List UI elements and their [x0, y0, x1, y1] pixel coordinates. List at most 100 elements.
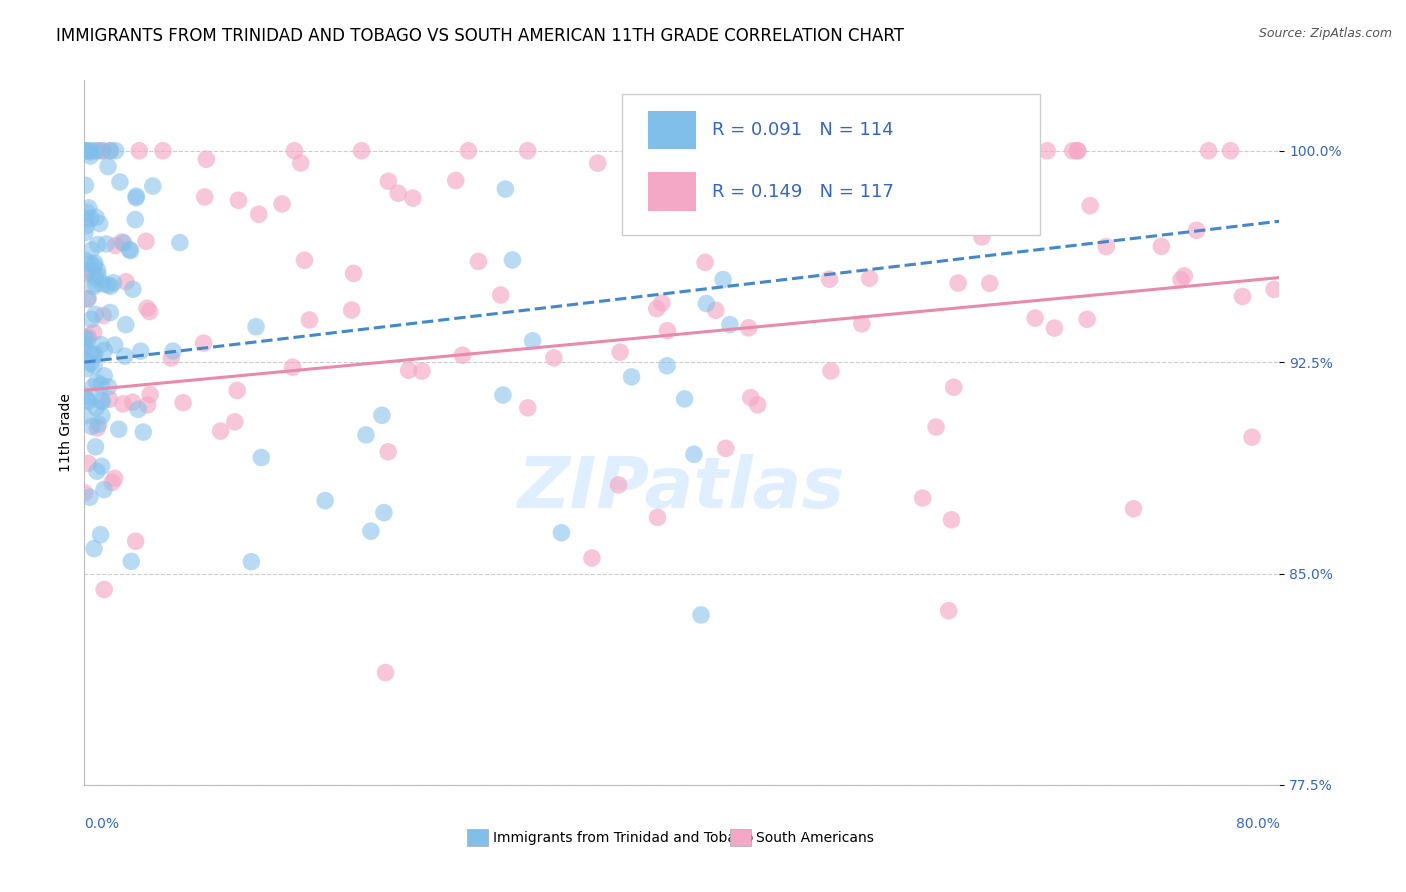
- Point: [160, 351, 183, 365]
- Point: [226, 384, 249, 398]
- Point: [87, 268, 110, 282]
- Point: [501, 252, 523, 267]
- Point: [93, 368, 115, 383]
- Point: [444, 173, 467, 187]
- Point: [172, 395, 194, 409]
- Point: [86, 263, 108, 277]
- Point: [402, 191, 425, 205]
- Point: [86, 375, 108, 389]
- Point: [1173, 268, 1195, 283]
- Point: [83, 259, 105, 273]
- Point: [127, 402, 149, 417]
- Text: 80.0%: 80.0%: [1236, 817, 1279, 830]
- Text: ZIPatlas: ZIPatlas: [519, 455, 845, 524]
- Point: [84, 277, 107, 291]
- Point: [98, 144, 121, 158]
- Point: [820, 364, 842, 378]
- Point: [77, 201, 100, 215]
- Point: [103, 471, 125, 485]
- Point: [97, 277, 120, 292]
- Point: [818, 272, 841, 286]
- Point: [73, 340, 96, 354]
- Point: [111, 235, 134, 249]
- Point: [84, 211, 107, 225]
- Point: [271, 197, 294, 211]
- Point: [193, 336, 215, 351]
- Point: [101, 475, 124, 490]
- Point: [73, 144, 96, 158]
- Point: [90, 377, 112, 392]
- Point: [1150, 239, 1173, 253]
- Point: [104, 338, 127, 352]
- Point: [142, 179, 165, 194]
- Point: [690, 607, 713, 622]
- Point: [240, 555, 263, 569]
- Point: [492, 388, 515, 402]
- Point: [76, 393, 98, 408]
- Point: [93, 483, 115, 497]
- Point: [1036, 144, 1059, 158]
- Point: [135, 234, 157, 248]
- Point: [83, 326, 105, 340]
- Point: [941, 513, 963, 527]
- Point: [111, 397, 134, 411]
- Point: [90, 459, 112, 474]
- Point: [298, 313, 321, 327]
- Point: [124, 534, 146, 549]
- Point: [112, 235, 135, 250]
- Point: [104, 238, 127, 252]
- Point: [938, 604, 960, 618]
- Point: [75, 267, 97, 281]
- Point: [84, 440, 107, 454]
- Point: [97, 380, 120, 394]
- Point: [647, 510, 669, 524]
- Point: [224, 415, 246, 429]
- Point: [908, 195, 931, 210]
- Point: [80, 243, 103, 257]
- Point: [283, 144, 305, 158]
- Point: [86, 421, 108, 435]
- Point: [693, 255, 716, 269]
- Point: [94, 236, 117, 251]
- Point: [79, 257, 101, 271]
- Point: [76, 361, 98, 376]
- Point: [1240, 430, 1263, 444]
- Bar: [467, 829, 488, 847]
- Point: [86, 464, 108, 478]
- Point: [98, 392, 121, 407]
- Point: [98, 305, 121, 319]
- Text: R = 0.149   N = 117: R = 0.149 N = 117: [711, 183, 894, 201]
- Point: [342, 266, 364, 280]
- Point: [125, 191, 148, 205]
- Point: [1219, 144, 1241, 158]
- Point: [735, 144, 758, 158]
- Point: [77, 292, 100, 306]
- Point: [543, 351, 565, 365]
- Point: [104, 144, 127, 158]
- Point: [79, 149, 101, 163]
- Point: [79, 490, 101, 504]
- Point: [1078, 199, 1101, 213]
- Point: [522, 334, 544, 348]
- Point: [1170, 273, 1192, 287]
- Point: [1185, 223, 1208, 237]
- Point: [314, 493, 336, 508]
- Point: [115, 275, 138, 289]
- Point: [80, 347, 103, 361]
- Point: [387, 186, 409, 201]
- Point: [162, 344, 184, 359]
- Point: [740, 391, 762, 405]
- Point: [136, 398, 159, 412]
- Point: [250, 450, 273, 465]
- Point: [245, 319, 267, 334]
- Point: [516, 401, 538, 415]
- Point: [360, 524, 382, 538]
- Bar: [648, 111, 696, 149]
- Point: [93, 343, 115, 358]
- Point: [294, 253, 316, 268]
- Point: [138, 304, 160, 318]
- Text: R = 0.091   N = 114: R = 0.091 N = 114: [711, 121, 893, 139]
- Bar: [648, 172, 696, 211]
- Point: [76, 292, 98, 306]
- Point: [76, 144, 98, 158]
